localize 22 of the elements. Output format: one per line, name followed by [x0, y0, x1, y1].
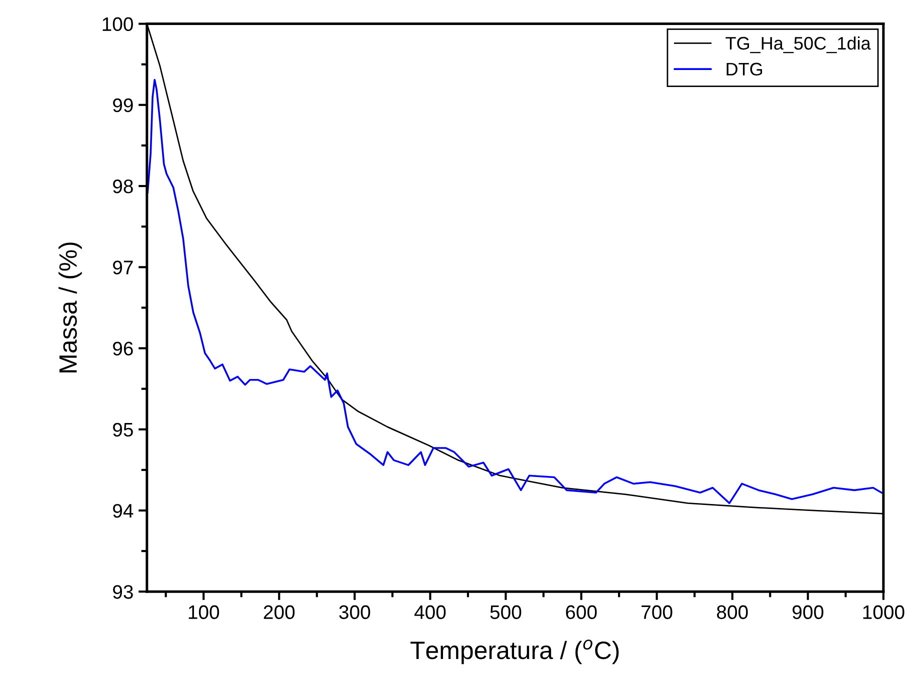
x-tick-label: 1000 [863, 605, 904, 620]
y-tick-label: 94 [113, 504, 134, 518]
x-axis-title: Temperatura / ($^{o}$C) [410, 640, 619, 664]
x-tick-label: 700 [642, 605, 672, 620]
x-tick-label: 400 [414, 605, 446, 620]
x-tick-label: 100 [188, 605, 220, 620]
y-tick-label: 98 [113, 179, 133, 194]
y-tick-label: 100 [102, 17, 133, 32]
y-tick-label: 95 [113, 422, 133, 437]
x-tick-label: 600 [566, 605, 597, 620]
x-tick-label: 500 [490, 605, 522, 620]
x-tick-label: 300 [339, 605, 370, 620]
legend-label: DTG [726, 62, 762, 76]
y-tick-label: 99 [113, 98, 133, 112]
x-tick-label: 900 [792, 605, 824, 620]
x-tick-label: 800 [716, 605, 748, 620]
y-axis-title: Massa / (%) [58, 242, 82, 372]
x-tick-label: 200 [264, 605, 295, 620]
y-tick-label: 93 [113, 585, 133, 599]
y-tick-label: 96 [113, 342, 133, 356]
legend-label: TG_Ha_50C_1dia [726, 36, 871, 54]
y-tick-label: 97 [113, 260, 133, 274]
